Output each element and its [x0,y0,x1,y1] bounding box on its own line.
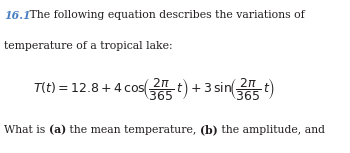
Text: temperature of a tropical lake:: temperature of a tropical lake: [4,41,173,50]
Text: The following equation describes the variations of: The following equation describes the var… [26,10,305,20]
Text: 16.1: 16.1 [4,10,31,21]
Text: What is: What is [4,125,49,135]
Text: the mean temperature,: the mean temperature, [66,125,200,135]
Text: $T(t) = 12.8 + 4\,\mathrm{cos}\!\left(\dfrac{2\pi}{365}\,t\right) + 3\,\mathrm{s: $T(t) = 12.8 + 4\,\mathrm{cos}\!\left(\d… [33,76,275,102]
Text: (b): (b) [200,125,218,136]
Text: (a): (a) [49,125,66,136]
Text: the amplitude, and: the amplitude, and [218,125,325,135]
